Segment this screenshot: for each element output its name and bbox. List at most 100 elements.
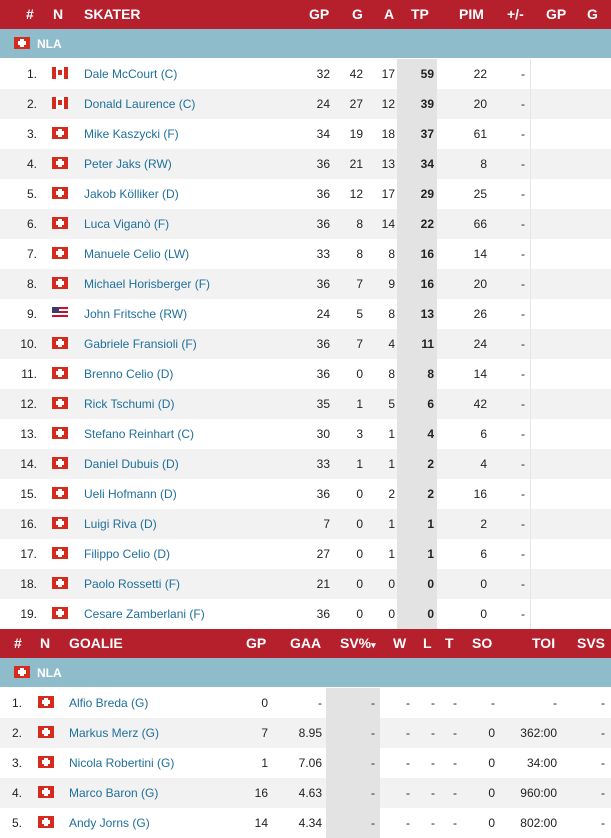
l-cell: - xyxy=(431,726,435,740)
tp-cell: 1 xyxy=(427,547,434,561)
skater-row: 7. Manuele Celio (LW) 33 8 8 16 14 - xyxy=(0,239,611,269)
league-name[interactable]: NLA xyxy=(37,37,62,51)
rank: 2. xyxy=(11,726,22,740)
col-a[interactable]: A xyxy=(384,6,395,22)
col-w[interactable]: W xyxy=(393,635,407,651)
col-t[interactable]: T xyxy=(445,635,454,651)
league-row: NLA xyxy=(0,29,611,58)
gp-cell: 36 xyxy=(316,187,330,201)
skater-name-link[interactable]: Stefano Reinhart (C) xyxy=(84,427,195,441)
pim-cell: 0 xyxy=(480,607,487,621)
tp-highlight xyxy=(397,239,437,269)
toi-cell: - xyxy=(553,696,557,710)
a-cell: 1 xyxy=(388,427,395,441)
skater-name-link[interactable]: Daniel Dubuis (D) xyxy=(84,457,179,471)
col-skater[interactable]: SKATER xyxy=(84,6,141,22)
g-cell: 7 xyxy=(356,277,363,291)
col-playoff-g[interactable]: G xyxy=(587,6,598,22)
a-cell: 1 xyxy=(388,517,395,531)
tp-cell: 0 xyxy=(427,577,434,591)
tp-cell: 0 xyxy=(427,607,434,621)
plus-minus-cell: - xyxy=(521,337,525,351)
col-l[interactable]: L xyxy=(423,635,432,651)
col-tp[interactable]: TP xyxy=(411,6,429,22)
plus-minus-cell: - xyxy=(521,487,525,501)
col-gp[interactable]: GP xyxy=(246,635,267,651)
skater-name-link[interactable]: Rick Tschumi (D) xyxy=(84,397,175,411)
col-rank[interactable]: # xyxy=(26,6,34,22)
skater-row: 4. Peter Jaks (RW) 36 21 13 34 8 - xyxy=(0,149,611,179)
skater-name-link[interactable]: Brenno Celio (D) xyxy=(84,367,174,381)
divider xyxy=(530,359,531,389)
rank: 8. xyxy=(26,277,37,291)
swiss-flag-icon xyxy=(38,696,54,708)
a-cell: 1 xyxy=(388,457,395,471)
col-save-pct-label: SV% xyxy=(340,635,372,651)
skater-name-link[interactable]: Donald Laurence (C) xyxy=(84,97,196,111)
skater-name-link[interactable]: Dale McCourt (C) xyxy=(84,67,178,81)
gp-cell: 0 xyxy=(261,696,268,710)
rank: 1. xyxy=(26,67,37,81)
tp-highlight xyxy=(397,389,437,419)
skater-name-link[interactable]: Ueli Hofmann (D) xyxy=(84,487,177,501)
g-cell: 27 xyxy=(349,97,363,111)
gaa-cell: 4.63 xyxy=(298,786,322,800)
col-pim[interactable]: PIM xyxy=(459,6,484,22)
col-plus-minus[interactable]: +/- xyxy=(507,6,524,22)
toi-cell: 960:00 xyxy=(520,786,557,800)
plus-minus-cell: - xyxy=(521,517,525,531)
plus-minus-cell: - xyxy=(521,67,525,81)
skater-name-link[interactable]: Cesare Zamberlani (F) xyxy=(84,607,205,621)
gp-cell: 33 xyxy=(316,247,330,261)
skater-name-link[interactable]: Mike Kaszycki (F) xyxy=(84,127,179,141)
col-nationality[interactable]: N xyxy=(53,6,64,22)
goalie-row: 3. Nicola Robertini (G) 1 7.06 - - - - 0 34:00 - xyxy=(0,748,611,778)
gp-cell: 36 xyxy=(316,337,330,351)
skater-name-link[interactable]: Luca Viganò (F) xyxy=(84,217,170,231)
skater-name-link[interactable]: Filippo Celio (D) xyxy=(84,547,171,561)
skater-name-link[interactable]: Michael Horisberger (F) xyxy=(84,277,211,291)
g-cell: 3 xyxy=(356,427,363,441)
col-playoff-gp[interactable]: GP xyxy=(546,6,567,22)
t-cell: - xyxy=(453,696,457,710)
goalie-name-link[interactable]: Alfio Breda (G) xyxy=(69,696,149,710)
col-so[interactable]: SO xyxy=(472,635,493,651)
col-gaa[interactable]: GAA xyxy=(290,635,322,651)
pim-cell: 0 xyxy=(480,577,487,591)
skater-name-link[interactable]: Manuele Celio (LW) xyxy=(84,247,190,261)
col-toi[interactable]: TOI xyxy=(532,635,556,651)
league-name[interactable]: NLA xyxy=(37,666,62,680)
pim-cell: 42 xyxy=(473,397,487,411)
gp-cell: 36 xyxy=(316,157,330,171)
skater-name-link[interactable]: Paolo Rossetti (F) xyxy=(84,577,181,591)
a-cell: 4 xyxy=(388,337,395,351)
col-save-pct[interactable]: SV%▾ xyxy=(340,635,376,651)
col-gp[interactable]: GP xyxy=(309,6,330,22)
toi-cell: 34:00 xyxy=(526,756,557,770)
col-goalie[interactable]: GOALIE xyxy=(69,635,123,651)
g-cell: 1 xyxy=(356,457,363,471)
col-rank[interactable]: # xyxy=(14,635,22,651)
skater-name-link[interactable]: Jakob Kölliker (D) xyxy=(84,187,179,201)
col-svs[interactable]: SVS xyxy=(577,635,606,651)
col-nationality[interactable]: N xyxy=(40,635,51,651)
goalie-name-link[interactable]: Markus Merz (G) xyxy=(69,726,159,740)
skater-name-link[interactable]: John Fritsche (RW) xyxy=(84,307,188,321)
swiss-flag-icon xyxy=(14,666,30,678)
skater-name-link[interactable]: Luigi Riva (D) xyxy=(84,517,157,531)
gp-cell: 36 xyxy=(316,217,330,231)
gaa-cell: 7.06 xyxy=(298,756,322,770)
skater-name-link[interactable]: Peter Jaks (RW) xyxy=(84,157,172,171)
skater-name-link[interactable]: Gabriele Fransioli (F) xyxy=(84,337,197,351)
sv-pct-cell: - xyxy=(371,786,375,800)
w-cell: - xyxy=(406,816,410,830)
l-cell: - xyxy=(431,816,435,830)
goalie-name-link[interactable]: Andy Jorns (G) xyxy=(69,816,150,830)
goalie-name-link[interactable]: Nicola Robertini (G) xyxy=(69,756,175,770)
gp-cell: 24 xyxy=(316,307,330,321)
goalie-name-link[interactable]: Marco Baron (G) xyxy=(69,786,159,800)
so-cell: 0 xyxy=(488,816,495,830)
tp-highlight xyxy=(397,569,437,599)
tp-cell: 13 xyxy=(420,307,434,321)
col-g[interactable]: G xyxy=(352,6,363,22)
